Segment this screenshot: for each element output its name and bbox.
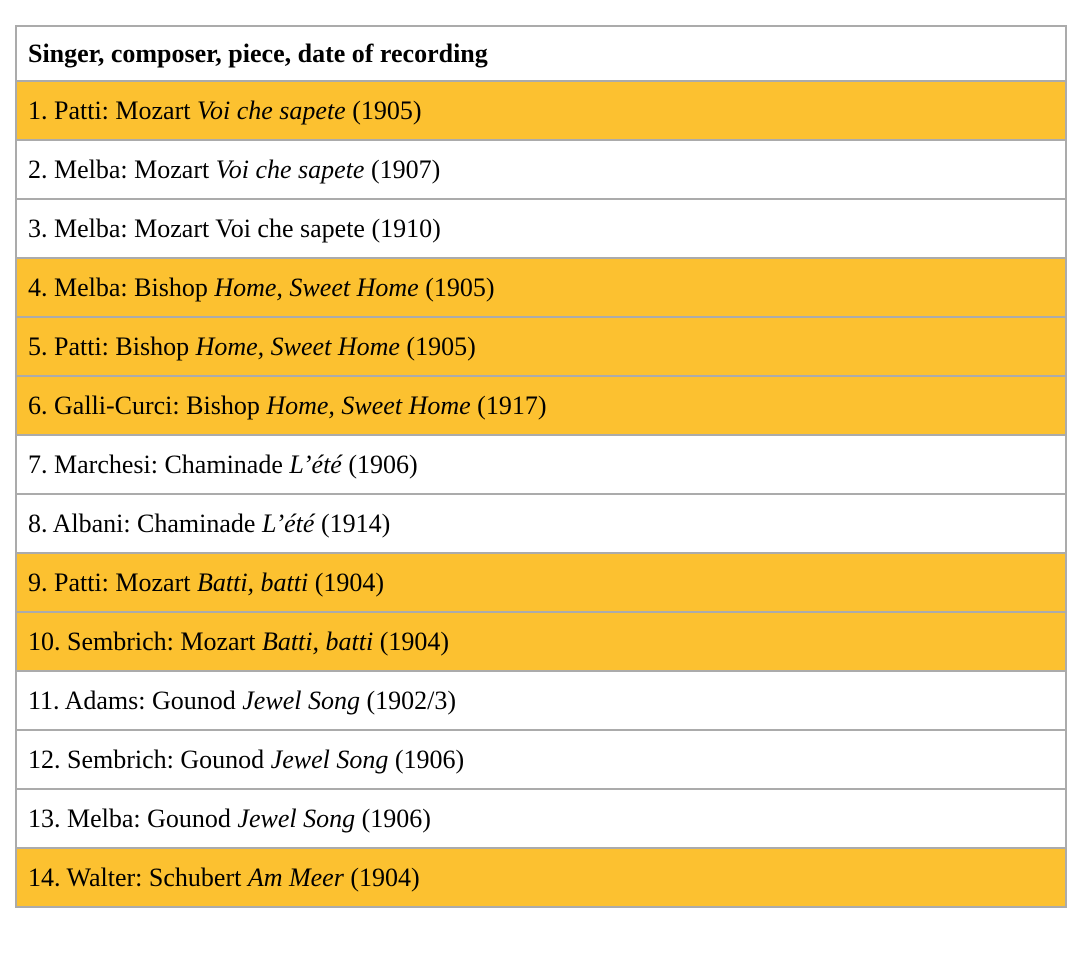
table-row: 3. Melba: Mozart Voi che sapete (1910) xyxy=(15,198,1067,259)
piece-title: Jewel Song xyxy=(237,803,356,833)
table-body: 1. Patti: Mozart Voi che sapete (1905) 2.… xyxy=(15,80,1067,908)
table-header-cell: Singer, composer, piece, date of recordi… xyxy=(15,25,1067,82)
recordings-table: Singer, composer, piece, date of recordi… xyxy=(15,25,1067,908)
entry-prefix: 6. Galli-Curci: Bishop xyxy=(28,390,267,420)
piece-title: Jewel Song xyxy=(242,685,360,715)
table-header-row: Singer, composer, piece, date of recordi… xyxy=(15,25,1067,82)
entry-prefix: 3. Melba: Mozart xyxy=(28,213,216,243)
table-cell: 4. Melba: Bishop Home, Sweet Home (1905) xyxy=(15,257,1067,318)
piece-title: L’été xyxy=(261,508,315,538)
piece-title: Voi che sapete xyxy=(196,95,346,125)
table-row: 13. Melba: Gounod Jewel Song (1906) xyxy=(15,788,1067,849)
entry-date: (1906) xyxy=(341,449,418,479)
page: Singer, composer, piece, date of recordi… xyxy=(15,25,1067,908)
entry-date: (1907) xyxy=(364,154,441,184)
piece-title: Jewel Song xyxy=(270,744,389,774)
piece-title: Home, Sweet Home xyxy=(266,390,471,420)
entry-prefix: 1. Patti: Mozart xyxy=(28,95,197,125)
entry-date: (1904) xyxy=(308,567,385,597)
entry-date: (1906) xyxy=(388,744,465,774)
table-row: 7. Marchesi: Chaminade L’été (1906) xyxy=(15,434,1067,495)
table-cell: 13. Melba: Gounod Jewel Song (1906) xyxy=(15,788,1067,849)
table-head: Singer, composer, piece, date of recordi… xyxy=(15,25,1067,82)
table-cell: 7. Marchesi: Chaminade L’été (1906) xyxy=(15,434,1067,495)
table-row: 9. Patti: Mozart Batti, batti (1904) xyxy=(15,552,1067,613)
table-row: 8. Albani: Chaminade L’été (1914) xyxy=(15,493,1067,554)
table-row: 10. Sembrich: Mozart Batti, batti (1904) xyxy=(15,611,1067,672)
table-cell: 10. Sembrich: Mozart Batti, batti (1904) xyxy=(15,611,1067,672)
table-cell: 5. Patti: Bishop Home, Sweet Home (1905) xyxy=(15,316,1067,377)
entry-date: (1904) xyxy=(373,626,450,656)
piece-title: L’été xyxy=(289,449,342,479)
entry-date: (1914) xyxy=(314,508,391,538)
table-row: 5. Patti: Bishop Home, Sweet Home (1905) xyxy=(15,316,1067,377)
entry-prefix: 7. Marchesi: Chaminade xyxy=(28,449,290,479)
entry-prefix: 9. Patti: Mozart xyxy=(28,567,197,597)
entry-prefix: 5. Patti: Bishop xyxy=(28,331,196,361)
piece-title: Home, Sweet Home xyxy=(195,331,400,361)
table-cell: 8. Albani: Chaminade L’été (1914) xyxy=(15,493,1067,554)
table-row: 11. Adams: Gounod Jewel Song (1902/3) xyxy=(15,670,1067,731)
table-row: 2. Melba: Mozart Voi che sapete (1907) xyxy=(15,139,1067,200)
table-cell: 3. Melba: Mozart Voi che sapete (1910) xyxy=(15,198,1067,259)
table-row: 12. Sembrich: Gounod Jewel Song (1906) xyxy=(15,729,1067,790)
table-row: 1. Patti: Mozart Voi che sapete (1905) xyxy=(15,80,1067,141)
entry-prefix: 12. Sembrich: Gounod xyxy=(28,744,271,774)
table-cell: 9. Patti: Mozart Batti, batti (1904) xyxy=(15,552,1067,613)
entry-date: (1917) xyxy=(470,390,547,420)
table-cell: 6. Galli-Curci: Bishop Home, Sweet Home … xyxy=(15,375,1067,436)
piece-title: Voi che sapete xyxy=(215,213,365,243)
piece-title: Voi che sapete xyxy=(215,154,365,184)
entry-prefix: 14. Walter: Schubert xyxy=(28,862,248,892)
table-cell: 2. Melba: Mozart Voi che sapete (1907) xyxy=(15,139,1067,200)
piece-title: Batti, batti xyxy=(196,567,309,597)
table-cell: 14. Walter: Schubert Am Meer (1904) xyxy=(15,847,1067,908)
entry-prefix: 11. Adams: Gounod xyxy=(28,685,243,715)
piece-title: Batti, batti xyxy=(261,626,374,656)
table-cell: 1. Patti: Mozart Voi che sapete (1905) xyxy=(15,80,1067,141)
entry-date: (1905) xyxy=(399,331,476,361)
table-row: 14. Walter: Schubert Am Meer (1904) xyxy=(15,847,1067,908)
entry-date: (1902/3) xyxy=(359,685,456,715)
entry-prefix: 2. Melba: Mozart xyxy=(28,154,216,184)
table-cell: 12. Sembrich: Gounod Jewel Song (1906) xyxy=(15,729,1067,790)
entry-date: (1906) xyxy=(355,803,431,833)
table-cell: 11. Adams: Gounod Jewel Song (1902/3) xyxy=(15,670,1067,731)
entry-date: (1905) xyxy=(345,95,422,125)
piece-title: Am Meer xyxy=(247,862,344,892)
table-row: 4. Melba: Bishop Home, Sweet Home (1905) xyxy=(15,257,1067,318)
entry-date: (1904) xyxy=(343,862,420,892)
entry-prefix: 13. Melba: Gounod xyxy=(28,803,238,833)
entry-date: (1905) xyxy=(418,272,495,302)
entry-date: (1910) xyxy=(364,213,441,243)
entry-prefix: 4. Melba: Bishop xyxy=(28,272,215,302)
piece-title: Home, Sweet Home xyxy=(214,272,419,302)
entry-prefix: 8. Albani: Chaminade xyxy=(28,508,262,538)
table-row: 6. Galli-Curci: Bishop Home, Sweet Home … xyxy=(15,375,1067,436)
entry-prefix: 10. Sembrich: Mozart xyxy=(28,626,262,656)
